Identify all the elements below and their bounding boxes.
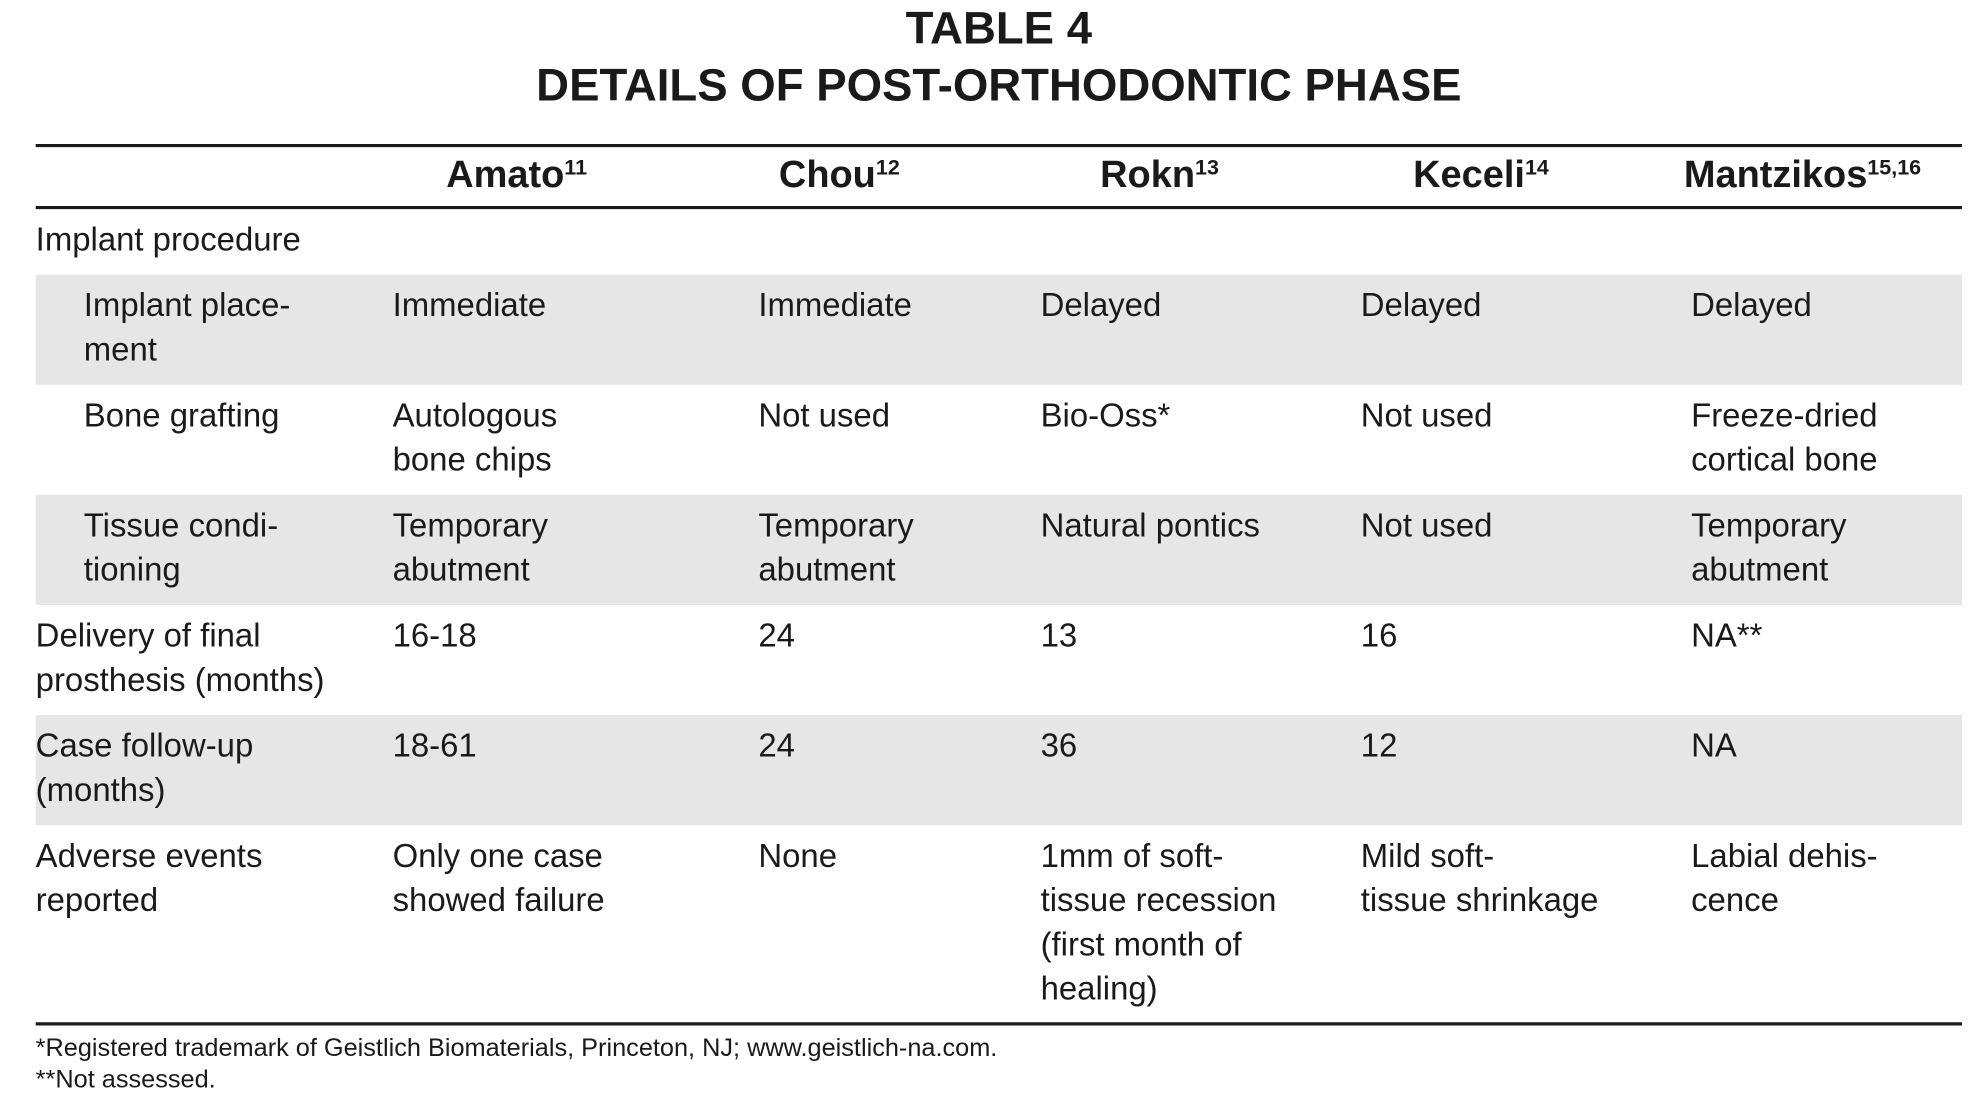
cell-text: Temporary xyxy=(1691,506,1847,543)
cell-text: 36 xyxy=(1041,727,1078,764)
column-name: Keceli xyxy=(1413,154,1525,196)
cell-text: bone chips xyxy=(393,441,552,478)
footnote: *Registered trademark of Geistlich Bioma… xyxy=(36,1034,998,1062)
cell-text: Mild soft- xyxy=(1361,837,1494,874)
cell-text: Labial dehis- xyxy=(1691,837,1878,874)
cell-text: Immediate xyxy=(758,286,912,323)
column-header: Chou12 xyxy=(779,154,900,196)
row-label: Delivery of final xyxy=(36,617,261,654)
row-label: tioning xyxy=(84,551,181,588)
cell-text: healing) xyxy=(1041,970,1158,1007)
cell-text: Delayed xyxy=(1691,286,1812,323)
row-label: Tissue condi- xyxy=(84,506,278,543)
cell-text: 16 xyxy=(1361,617,1398,654)
column-ref: 14 xyxy=(1525,155,1549,179)
table-title: TABLE 4 xyxy=(906,3,1093,54)
footnote: **Not assessed. xyxy=(36,1066,216,1094)
cell-text: Immediate xyxy=(393,286,547,323)
column-name: Chou xyxy=(779,154,876,196)
column-name: Rokn xyxy=(1100,154,1195,196)
row-shade xyxy=(35,715,1962,826)
column-ref: 11 xyxy=(564,155,587,179)
column-ref: 15,16 xyxy=(1867,155,1921,179)
row-label: prosthesis (months) xyxy=(36,661,325,698)
row-label: ment xyxy=(84,331,157,368)
cell-text: cortical bone xyxy=(1691,441,1878,478)
cell-text: 18-61 xyxy=(393,727,477,764)
cell-text: (first month of xyxy=(1041,925,1243,962)
cell-text: tissue shrinkage xyxy=(1361,881,1599,918)
column-name: Amato xyxy=(446,154,564,196)
cell-text: 24 xyxy=(758,727,795,764)
row-shade xyxy=(35,274,1962,385)
column-header: Rokn13 xyxy=(1100,154,1219,196)
column-header: Mantzikos15,16 xyxy=(1684,154,1921,196)
cell-text: NA xyxy=(1691,727,1737,764)
cell-text: Not used xyxy=(758,396,890,433)
row-label: Case follow-up xyxy=(36,727,254,764)
cell-text: abutment xyxy=(393,551,530,588)
cell-text: 24 xyxy=(758,617,795,654)
cell-text: 16-18 xyxy=(393,617,477,654)
row-label: Bone grafting xyxy=(84,396,280,433)
cell-text: Delayed xyxy=(1041,286,1162,323)
cell-text: Not used xyxy=(1361,396,1493,433)
cell-text: 12 xyxy=(1361,727,1398,764)
cell-text: tissue recession xyxy=(1041,881,1277,918)
cell-text: Natural pontics xyxy=(1041,506,1260,543)
row-label: (months) xyxy=(36,771,166,808)
cell-text: None xyxy=(758,837,837,874)
cell-text: cence xyxy=(1691,881,1779,918)
column-header: Keceli14 xyxy=(1413,154,1549,196)
row-shade xyxy=(35,494,1962,605)
column-ref: 13 xyxy=(1195,155,1219,179)
cell-text: Delayed xyxy=(1361,286,1482,323)
cell-text: abutment xyxy=(758,551,895,588)
cell-text: showed failure xyxy=(393,881,605,918)
row-label: Implant place- xyxy=(84,286,291,323)
group-label: Implant procedure xyxy=(36,220,301,257)
cell-text: NA** xyxy=(1691,617,1762,654)
row-label: Adverse events xyxy=(36,837,263,874)
cell-text: Freeze-dried xyxy=(1691,396,1877,433)
column-header: Amato11 xyxy=(446,154,587,196)
cell-text: Only one case xyxy=(393,837,603,874)
cell-text: abutment xyxy=(1691,551,1828,588)
cell-text: Autologous xyxy=(393,396,558,433)
cell-text: 13 xyxy=(1041,617,1078,654)
column-name: Mantzikos xyxy=(1684,154,1867,196)
column-ref: 12 xyxy=(876,155,900,179)
cell-text: Temporary xyxy=(393,506,549,543)
cell-text: 1mm of soft- xyxy=(1041,837,1224,874)
cell-text: Bio-Oss* xyxy=(1041,396,1171,433)
cell-text: Not used xyxy=(1361,506,1493,543)
cell-text: Temporary xyxy=(758,506,914,543)
table-subtitle: DETAILS OF POST-ORTHODONTIC PHASE xyxy=(536,60,1461,111)
row-label: reported xyxy=(36,881,159,918)
